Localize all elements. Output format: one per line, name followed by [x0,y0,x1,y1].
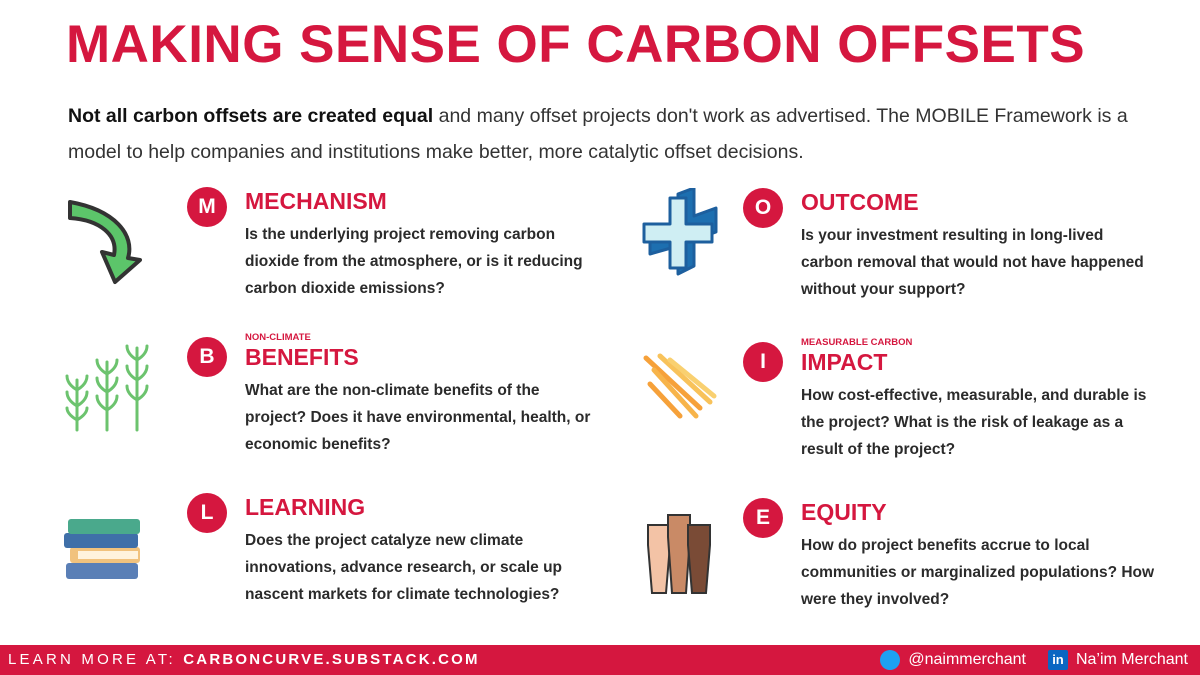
letter-badge: L [187,493,227,533]
footer-social: @naimmerchant in Na’im Merchant [880,645,1188,675]
item-text: MECHANISM Is the underlying project remov… [245,187,605,302]
linkedin-icon: in [1047,650,1068,670]
letter-badge: B [187,337,227,377]
plants-icon [65,344,149,432]
item-heading: MECHANISM [245,188,387,214]
item-body: Is your investment resulting in long-liv… [801,227,1144,298]
item-kicker: MEASURABLE CARBON [801,337,913,348]
footer-url[interactable]: CARBONCURVE.SUBSTACK.COM [183,651,480,668]
cross-icon [642,188,718,276]
item-heading: EQUITY [801,499,887,525]
twitter-handle[interactable]: @naimmerchant [908,651,1026,668]
item-body: Does the project catalyze new climate in… [245,532,563,603]
item-text: NON-CLIMATE BENEFITS What are the non-clim… [245,333,605,458]
footer-label: LEARN MORE AT: [8,651,176,668]
intro-text: and many offset projects don't work as a… [68,105,1128,163]
item-text: OUTCOME Is your investment resulting in l… [801,188,1161,303]
item-heading: OUTCOME [801,189,919,215]
item-heading: LEARNING [245,494,366,520]
intro: Not all carbon offsets are created equal… [68,98,1158,170]
linkedin-name[interactable]: Na’im Merchant [1075,651,1188,668]
item-body: What are the non-climate benefits of the… [245,382,591,453]
item-body: Is the underlying project removing carbo… [245,226,583,297]
item-body: How do project benefits accrue to local … [801,537,1155,608]
item-body: How cost-effective, measurable, and dura… [801,387,1147,458]
item-text: MEASURABLE CARBON IMPACT How cost-effectiv… [801,338,1161,463]
footer-link: LEARN MORE AT: CARBONCURVE.SUBSTACK.COM [8,645,480,675]
fists-icon [647,514,711,594]
footer: LEARN MORE AT: CARBONCURVE.SUBSTACK.COM … [0,645,1200,675]
item-text: LEARNING Does the project catalyze new cl… [245,493,605,608]
intro-bold: Not all carbon offsets are created equal [68,105,434,127]
title: MAKING SENSE OF CARBON OFFSETS [66,15,1086,74]
twitter-icon [880,650,901,670]
item-kicker: NON-CLIMATE [245,332,311,343]
item-text: EQUITY How do project benefits accrue to … [801,498,1161,613]
letter-badge: I [743,342,783,382]
letter-badge: E [743,498,783,538]
letter-badge: M [187,187,227,227]
arrow-icon [68,200,142,284]
books-icon [64,519,140,579]
item-heading: IMPACT [801,349,888,375]
streaks-icon [643,353,717,419]
item-heading: BENEFITS [245,344,359,370]
letter-badge: O [743,188,783,228]
